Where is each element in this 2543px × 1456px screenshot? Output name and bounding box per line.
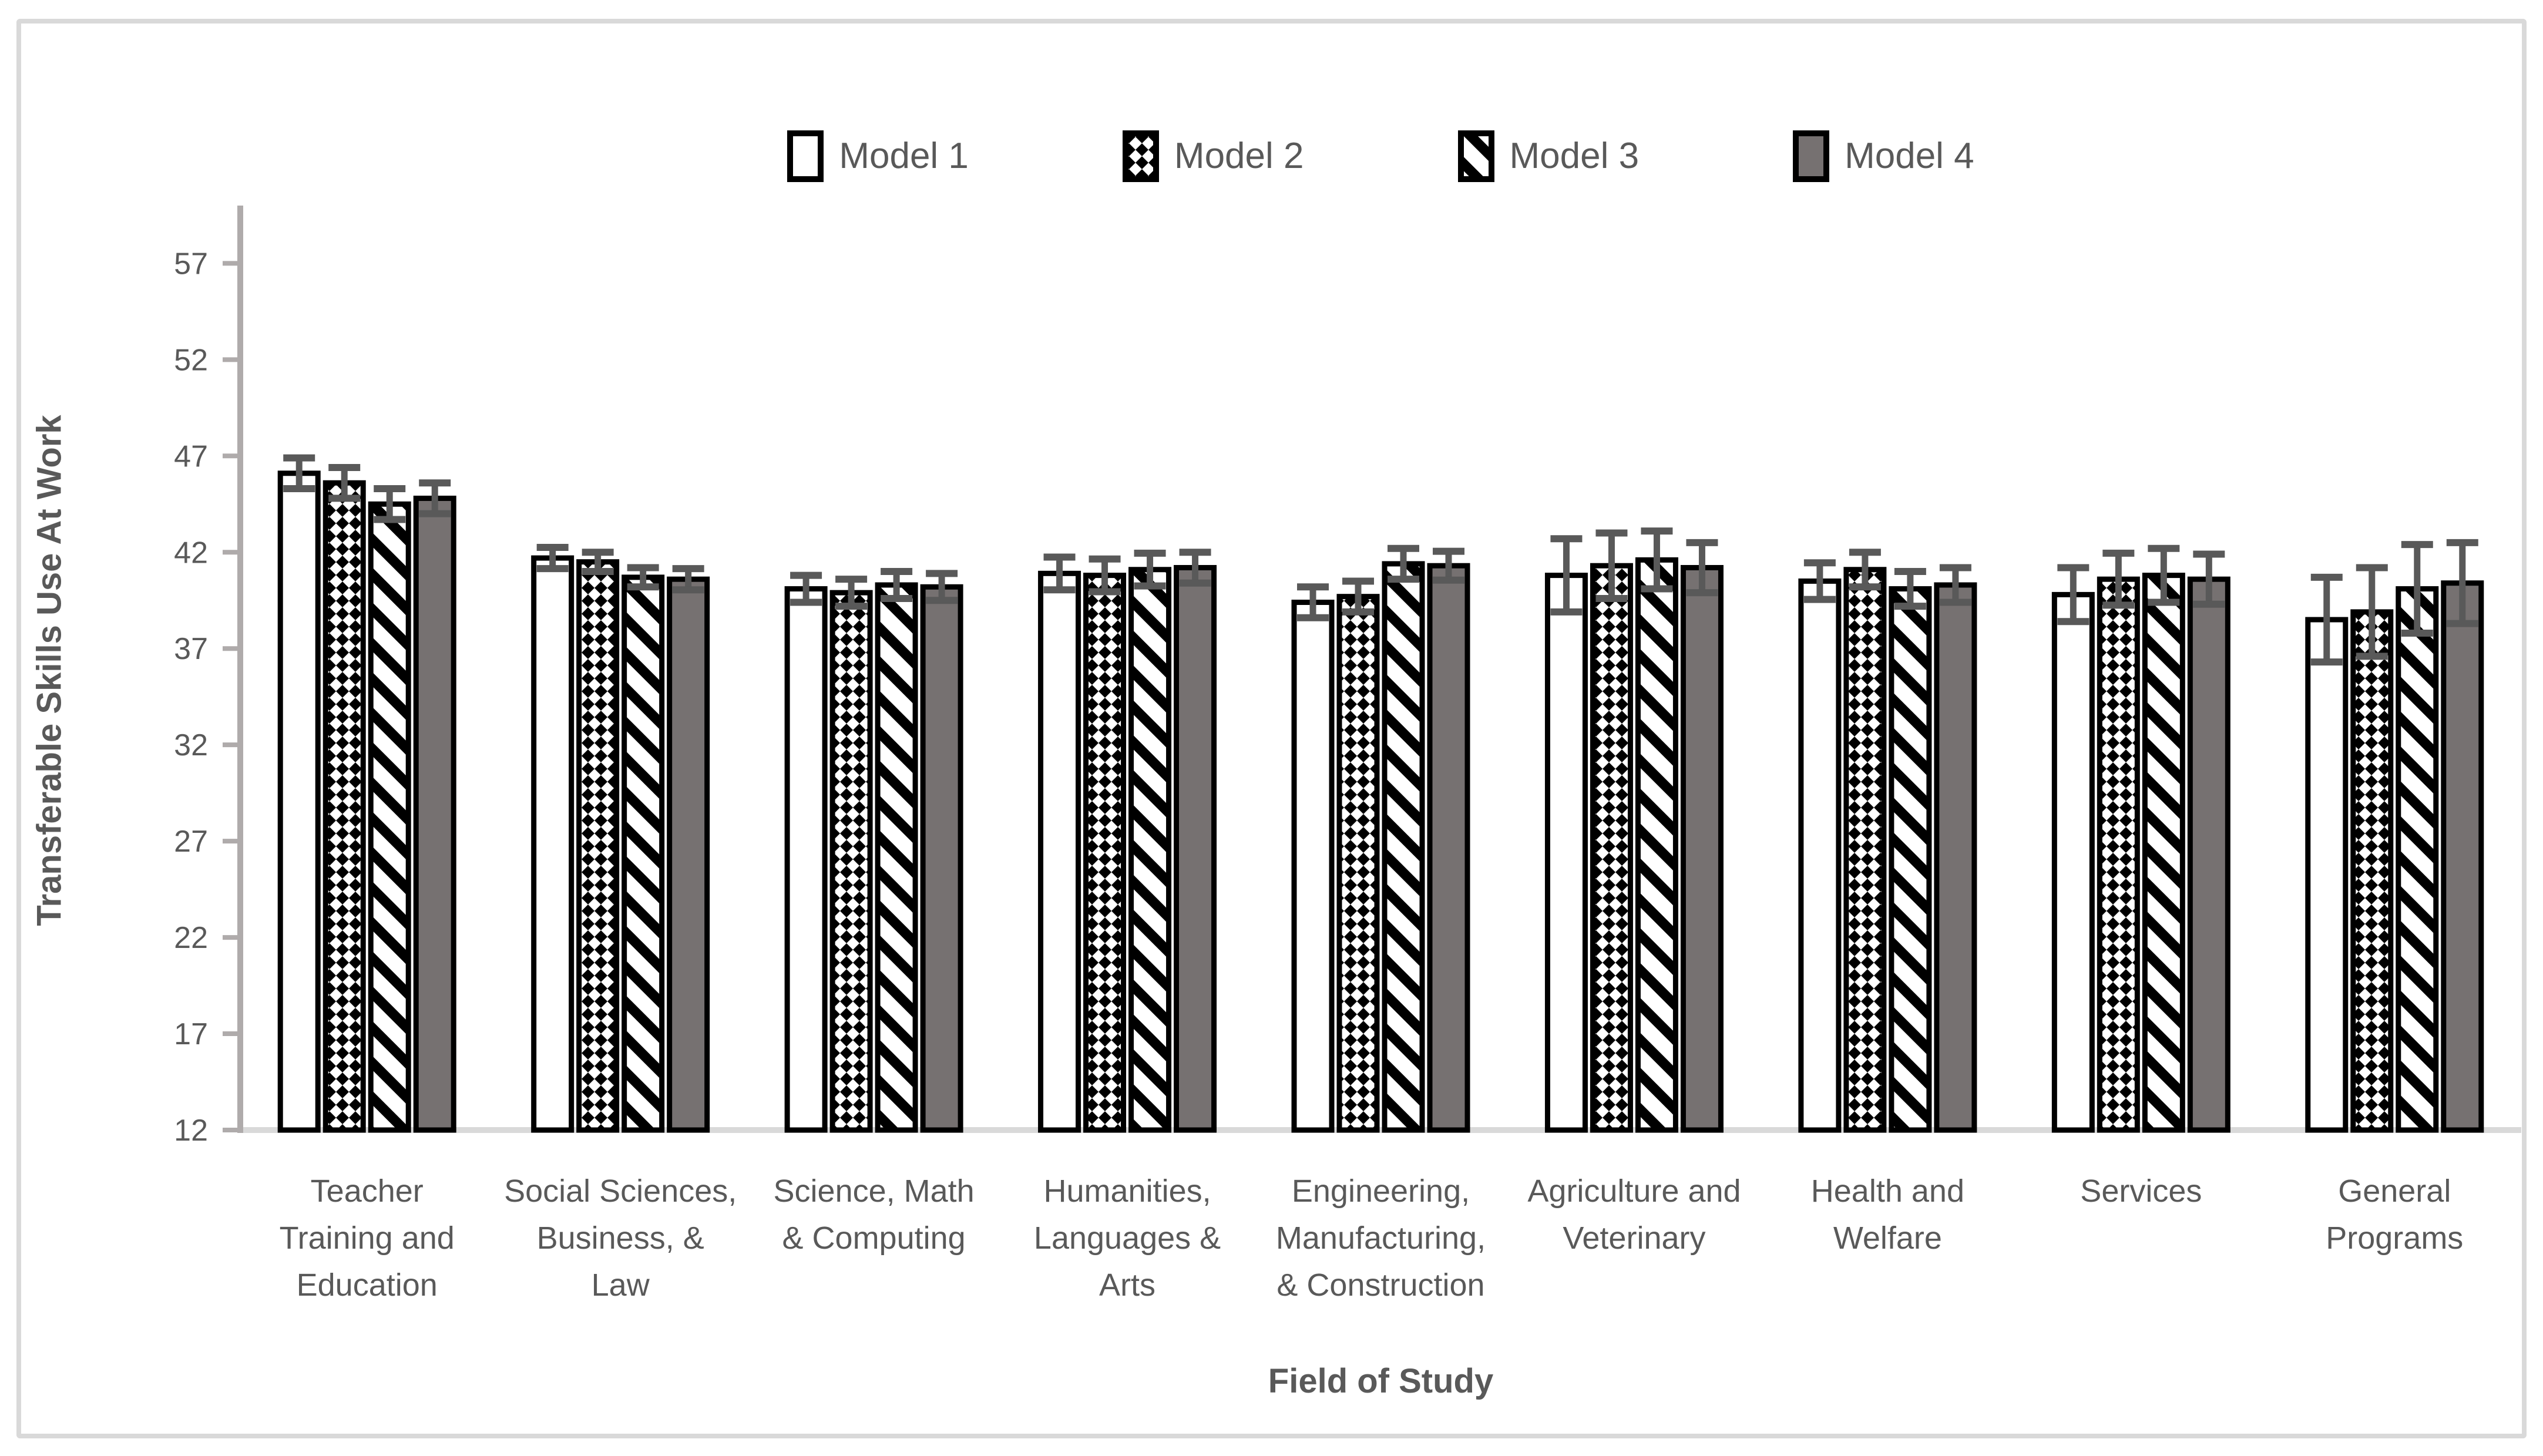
bar-model-3 xyxy=(1889,586,1932,1133)
x-category-label: Services xyxy=(2080,1173,2202,1209)
legend-item-model-4: Model 4 xyxy=(1793,130,1974,182)
bar-model-2 xyxy=(1843,567,1887,1133)
y-tick-label: 12 xyxy=(174,1114,208,1148)
bar-model-2 xyxy=(576,559,620,1133)
bar-model-1 xyxy=(1038,570,1081,1133)
bar-model-4 xyxy=(667,576,710,1133)
x-category-label: Social Sciences, Business, & Law xyxy=(504,1173,737,1303)
bar-model-3 xyxy=(622,574,665,1133)
legend-item-model-1: Model 1 xyxy=(787,130,969,182)
legend-label-model-1: Model 1 xyxy=(839,136,969,176)
legend-label-model-4: Model 4 xyxy=(1845,136,1974,176)
x-category-label: Science, Math & Computing xyxy=(774,1173,975,1256)
bar-model-2 xyxy=(2097,576,2140,1133)
bar-model-2 xyxy=(1590,563,1633,1133)
model-3-swatch-icon xyxy=(1457,130,1494,182)
plot-area: 12 17 22 27 32 37 42 47 52 57 Teacher Training and E… xyxy=(174,206,2521,1303)
bar-model-4 xyxy=(2441,580,2484,1133)
bar-model-3 xyxy=(2142,573,2185,1133)
bar-model-4 xyxy=(1427,563,1470,1133)
bar-model-4 xyxy=(413,495,456,1133)
bar-model-1 xyxy=(784,586,828,1133)
bar-model-4 xyxy=(1680,564,1724,1133)
x-category-label: Teacher Training and Education xyxy=(280,1173,455,1303)
y-tick-label: 57 xyxy=(174,247,208,281)
chart-legend: Model 1 Model 2 Model 3 Model 4 xyxy=(240,130,2521,182)
bar-model-4 xyxy=(1174,564,1217,1133)
y-tick-label: 32 xyxy=(174,728,208,762)
bar-model-3 xyxy=(368,501,411,1133)
y-tick-label: 52 xyxy=(174,343,208,377)
bar-model-1 xyxy=(277,470,321,1133)
y-tick-label: 22 xyxy=(174,921,208,955)
bar-model-3 xyxy=(1128,567,1172,1133)
bar-model-4 xyxy=(2187,576,2230,1133)
bar-model-1 xyxy=(2305,617,2349,1133)
bar-model-1 xyxy=(2051,591,2095,1133)
x-category-label: General Programs xyxy=(2326,1173,2463,1256)
bar-model-1 xyxy=(531,555,575,1133)
bar-model-3 xyxy=(1635,557,1678,1133)
bar-model-1 xyxy=(1291,600,1335,1133)
bar-model-4 xyxy=(920,584,963,1133)
y-tick-label: 47 xyxy=(174,439,208,473)
bar-model-2 xyxy=(2350,609,2394,1133)
bar-model-3 xyxy=(1382,561,1425,1133)
bar-model-4 xyxy=(1934,582,1977,1133)
legend-item-model-2: Model 2 xyxy=(1122,130,1304,182)
model-2-swatch-icon xyxy=(1122,130,1159,182)
bar-model-2 xyxy=(323,480,366,1133)
x-category-label: Agriculture and Veterinary xyxy=(1527,1173,1741,1256)
x-category-label: Humanities, Languages & Arts xyxy=(1034,1173,1221,1303)
bar-model-3 xyxy=(875,582,918,1133)
bar-model-2 xyxy=(1336,594,1380,1133)
x-category-label: Engineering, Manufacturing, & Construction xyxy=(1276,1173,1486,1303)
legend-item-model-3: Model 3 xyxy=(1457,130,1640,182)
x-axis-title: Field of Study xyxy=(1268,1362,1494,1400)
x-category-label: Health and Welfare xyxy=(1811,1173,1964,1256)
bar-model-2 xyxy=(829,590,873,1133)
bar-model-2 xyxy=(1083,573,1127,1133)
legend-label-model-3: Model 3 xyxy=(1509,136,1640,176)
y-tick-label: 17 xyxy=(174,1017,208,1051)
y-tick-label: 37 xyxy=(174,632,208,666)
y-tick-label: 42 xyxy=(174,536,208,570)
bar-model-1 xyxy=(1544,573,1588,1133)
bar-model-1 xyxy=(1798,578,1842,1133)
y-tick-label: 27 xyxy=(174,825,208,859)
y-axis-title: Transferable Skills Use At Work xyxy=(30,415,69,926)
bar-model-3 xyxy=(2396,586,2439,1133)
model-4-swatch-icon xyxy=(1793,130,1830,182)
legend-label-model-2: Model 2 xyxy=(1174,136,1304,176)
model-1-swatch-icon xyxy=(787,130,824,182)
